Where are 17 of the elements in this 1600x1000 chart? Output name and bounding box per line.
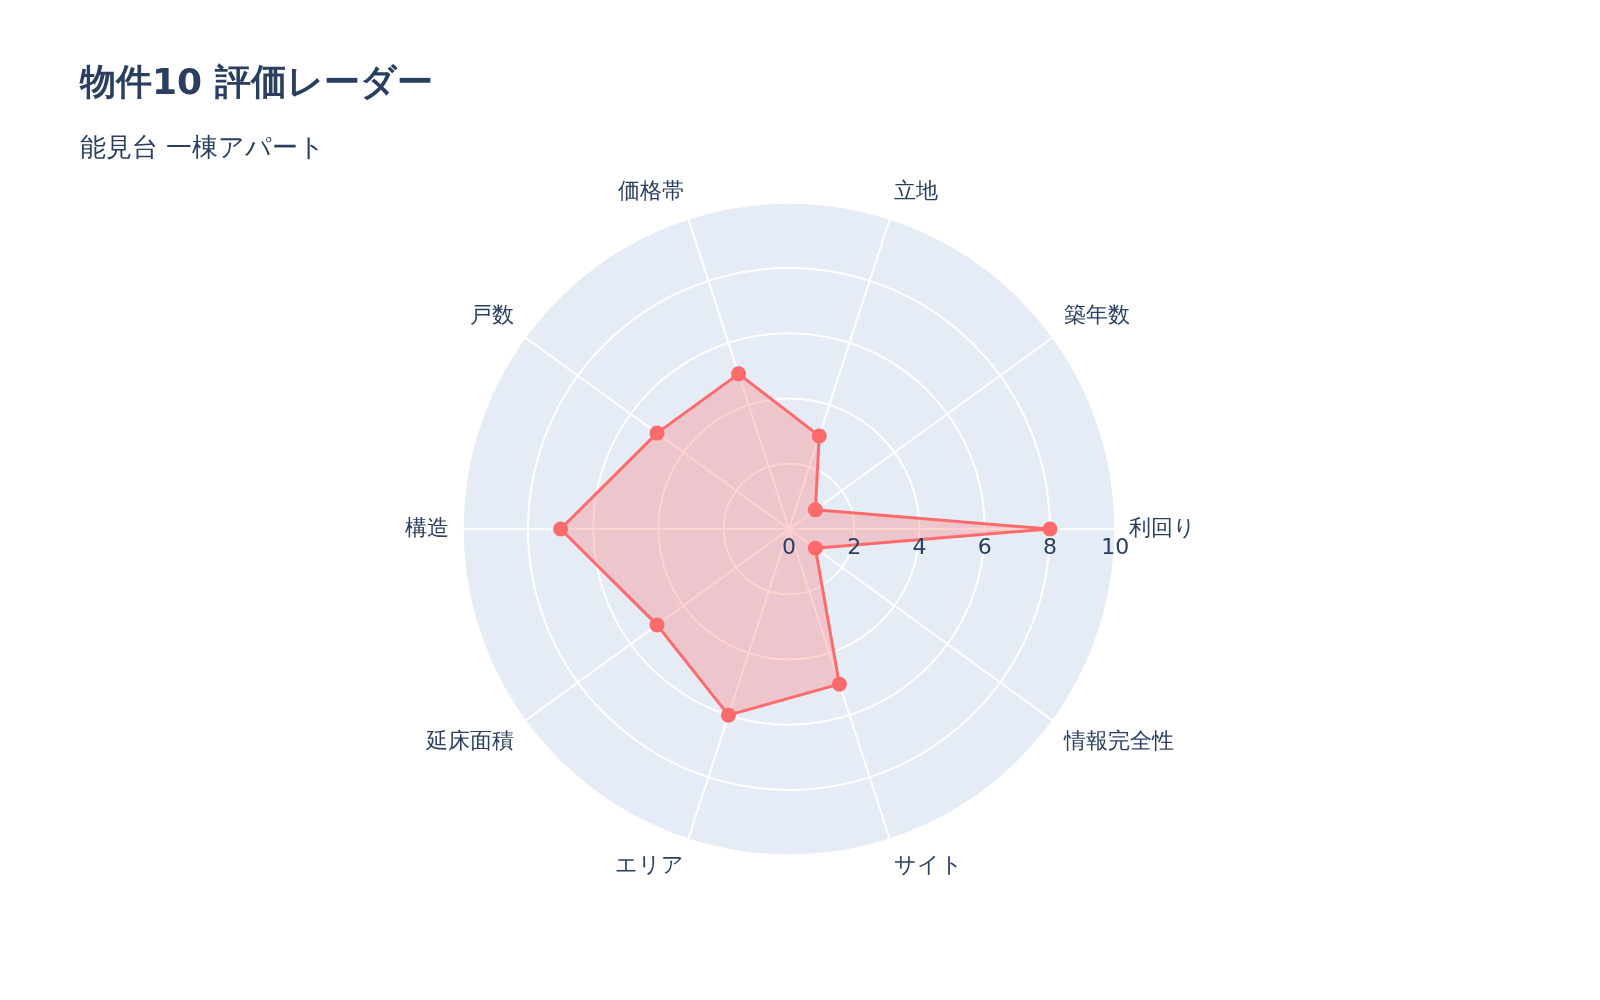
y-tick-label: 0 <box>782 533 796 559</box>
chart-subtitle: 能見台 一棟アパート <box>80 131 326 164</box>
spoke-label: 利回り <box>1129 514 1197 540</box>
spoke-label: 築年数 <box>1064 301 1131 327</box>
y-tick-label: 8 <box>1043 533 1057 559</box>
y-tick-label: 6 <box>977 533 992 559</box>
chart-title: 物件10 評価レーダー <box>80 60 433 104</box>
y-tick-label: 10 <box>1101 533 1130 559</box>
spoke-label: エリア <box>614 851 684 877</box>
spoke-label: 情報完全性 <box>1063 727 1175 753</box>
spoke-label: 延床面積 <box>424 727 514 753</box>
y-tick-label: 4 <box>912 533 927 559</box>
spoke-label: 戸数 <box>469 301 514 327</box>
spoke-label: 構造 <box>404 514 449 540</box>
spoke-label: 価格帯 <box>617 177 684 203</box>
spoke-label: サイト <box>894 851 964 877</box>
spoke-label: 立地 <box>894 177 939 203</box>
